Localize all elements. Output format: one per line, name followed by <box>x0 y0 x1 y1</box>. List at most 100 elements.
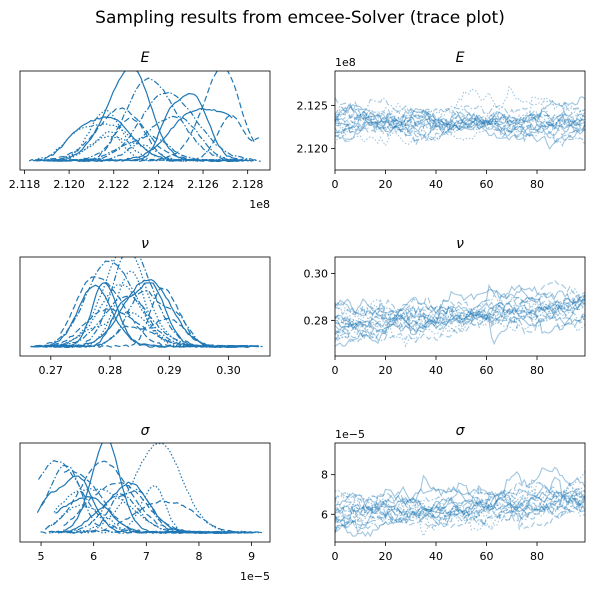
E-trace-walker-line <box>335 100 585 139</box>
nu-density-axes-frame <box>19 256 271 357</box>
E-density-axes-frame <box>19 70 271 171</box>
plot-nu-density: 0.27 0.28 0.29 0.30 <box>19 256 271 377</box>
nu-trace-walker-line <box>335 302 585 331</box>
sigma-trace-walker-line <box>335 470 585 532</box>
nu-trace-walker-line <box>335 293 585 347</box>
nu-trace-walker-line <box>335 285 585 330</box>
E-trace-walker-line <box>335 106 585 148</box>
nu-density-kde-curve <box>52 257 240 349</box>
subplot-title-E-density: E <box>141 50 150 66</box>
figure-title: Sampling results from emcee-Solver (trac… <box>95 8 505 28</box>
sigma-density-x-tick-label: 7 <box>143 550 150 563</box>
E-trace-walker-line <box>335 113 585 144</box>
sigma-trace-walker-line <box>335 482 585 521</box>
panel-sigma-density: σ 5 6 7 8 9 1e−5 <box>19 423 271 583</box>
nu-trace-walker-line <box>335 296 585 328</box>
sigma-density-x-tick-label: 5 <box>38 550 45 563</box>
sigma-density-x-offset-label: 1e−5 <box>240 570 270 583</box>
sigma-density-x-tick-label: 6 <box>90 550 97 563</box>
sigma-trace-y-tick-label: 8 <box>321 469 328 482</box>
sigma-density-kde-curve <box>40 464 252 535</box>
sigma-trace-x-tick-label: 20 <box>379 550 393 563</box>
E-trace-walker-line <box>335 96 585 133</box>
nu-trace-walker-line <box>335 279 585 326</box>
subplot-title-nu-density: ν <box>141 236 149 252</box>
sigma-trace-walker-line <box>335 499 585 532</box>
sigma-trace-walker-line <box>335 479 585 530</box>
sigma-trace-walker-line <box>335 493 585 526</box>
E-trace-walker-line <box>335 109 585 144</box>
E-trace-walker-line <box>335 97 585 142</box>
subplot-title-E-trace: E <box>456 50 465 66</box>
E-trace-walker-line <box>335 97 585 129</box>
panel-nu-trace: ν 0 20 40 60 80 0.28 0.30 <box>304 236 586 377</box>
panel-sigma-trace: σ 0 20 40 60 80 6 8 1e−5 <box>321 423 586 563</box>
panel-E-density: E 2.118 2.120 2.122 2.124 2.126 2.128 1e8 <box>9 50 271 211</box>
sigma-trace-x-tick-label: 80 <box>530 550 544 563</box>
E-trace-x-tick-label: 60 <box>480 178 494 191</box>
nu-trace-y-tick-label: 0.28 <box>304 314 329 327</box>
sigma-trace-axes-frame <box>334 442 586 543</box>
nu-trace-walker-line <box>335 297 585 331</box>
nu-trace-y-tick-label: 0.30 <box>304 267 329 280</box>
nu-trace-walker-line <box>335 293 585 342</box>
E-density-x-tick-label: 2.124 <box>143 178 175 191</box>
sigma-trace-y-tick-label: 6 <box>321 508 328 521</box>
E-density-x-tick-label: 2.118 <box>9 178 41 191</box>
plot-nu-trace: 0 20 40 60 80 0.28 0.30 <box>304 256 586 377</box>
nu-density-kde-curve <box>46 259 264 348</box>
sigma-density-x-tick-label: 9 <box>248 550 255 563</box>
sigma-trace-walker-line <box>335 485 585 514</box>
nu-density-x-tick-label: 0.30 <box>216 364 241 377</box>
E-trace-axes-frame <box>334 70 586 171</box>
nu-trace-walker-line <box>335 287 585 340</box>
subplot-title-nu-trace: ν <box>456 236 464 252</box>
panel-E-trace: E 0 20 40 60 80 2.120 2.125 1e8 <box>297 50 586 191</box>
E-trace-x-tick-label: 20 <box>379 178 393 191</box>
nu-trace-walker-line <box>335 290 585 334</box>
nu-trace-walker-line <box>335 300 585 348</box>
plot-sigma-density: 5 6 7 8 9 1e−5 <box>19 442 271 583</box>
sigma-trace-walker-line <box>335 495 585 527</box>
nu-density-kde-curve <box>54 287 241 348</box>
nu-density-kde-curve <box>42 257 251 348</box>
E-density-kde-curve <box>28 77 244 163</box>
nu-trace-walker-line <box>335 298 585 340</box>
E-trace-walker-line <box>335 110 585 134</box>
sigma-trace-x-tick-label: 60 <box>480 550 494 563</box>
sigma-trace-walker-line <box>335 491 585 525</box>
sigma-trace-walker-line <box>335 489 585 534</box>
sigma-density-kde-curve <box>51 484 248 534</box>
sigma-trace-walker-line <box>335 490 585 519</box>
E-trace-walker-line <box>335 109 585 147</box>
subplot-title-sigma-trace: σ <box>456 423 466 439</box>
E-density-x-tick-label: 2.126 <box>187 178 219 191</box>
nu-trace-walker-line <box>335 292 585 343</box>
sigma-density-axes-frame <box>19 442 271 543</box>
E-density-x-tick-label: 2.128 <box>232 178 264 191</box>
E-trace-walker-line <box>335 107 585 139</box>
E-density-kde-curve <box>36 117 245 163</box>
sigma-density-kde-curve <box>40 500 245 534</box>
nu-trace-walker-line <box>335 297 585 336</box>
sigma-density-kde-curve <box>63 443 231 535</box>
nu-density-x-tick-label: 0.29 <box>157 364 182 377</box>
nu-trace-x-tick-label: 20 <box>379 364 393 377</box>
nu-density-kde-curve <box>30 290 262 349</box>
E-density-kde-curve <box>62 108 234 163</box>
E-trace-walker-line <box>335 101 585 138</box>
nu-density-kde-curve <box>33 282 253 349</box>
E-density-kde-curve <box>34 71 231 162</box>
nu-trace-x-tick-label: 40 <box>429 364 443 377</box>
sigma-trace-walker-line <box>335 491 585 530</box>
E-trace-walker-line <box>335 112 585 134</box>
E-trace-walker-line <box>335 104 585 142</box>
E-trace-x-tick-label: 80 <box>530 178 544 191</box>
nu-trace-x-tick-label: 60 <box>480 364 494 377</box>
E-trace-walker-line <box>335 107 585 151</box>
E-trace-walker-line <box>335 105 585 141</box>
E-trace-x-tick-label: 40 <box>429 178 443 191</box>
plot-E-trace: 0 20 40 60 80 2.120 2.125 1e8 <box>297 56 586 191</box>
sigma-trace-walker-line <box>335 474 585 534</box>
nu-trace-axes-frame <box>334 256 586 357</box>
